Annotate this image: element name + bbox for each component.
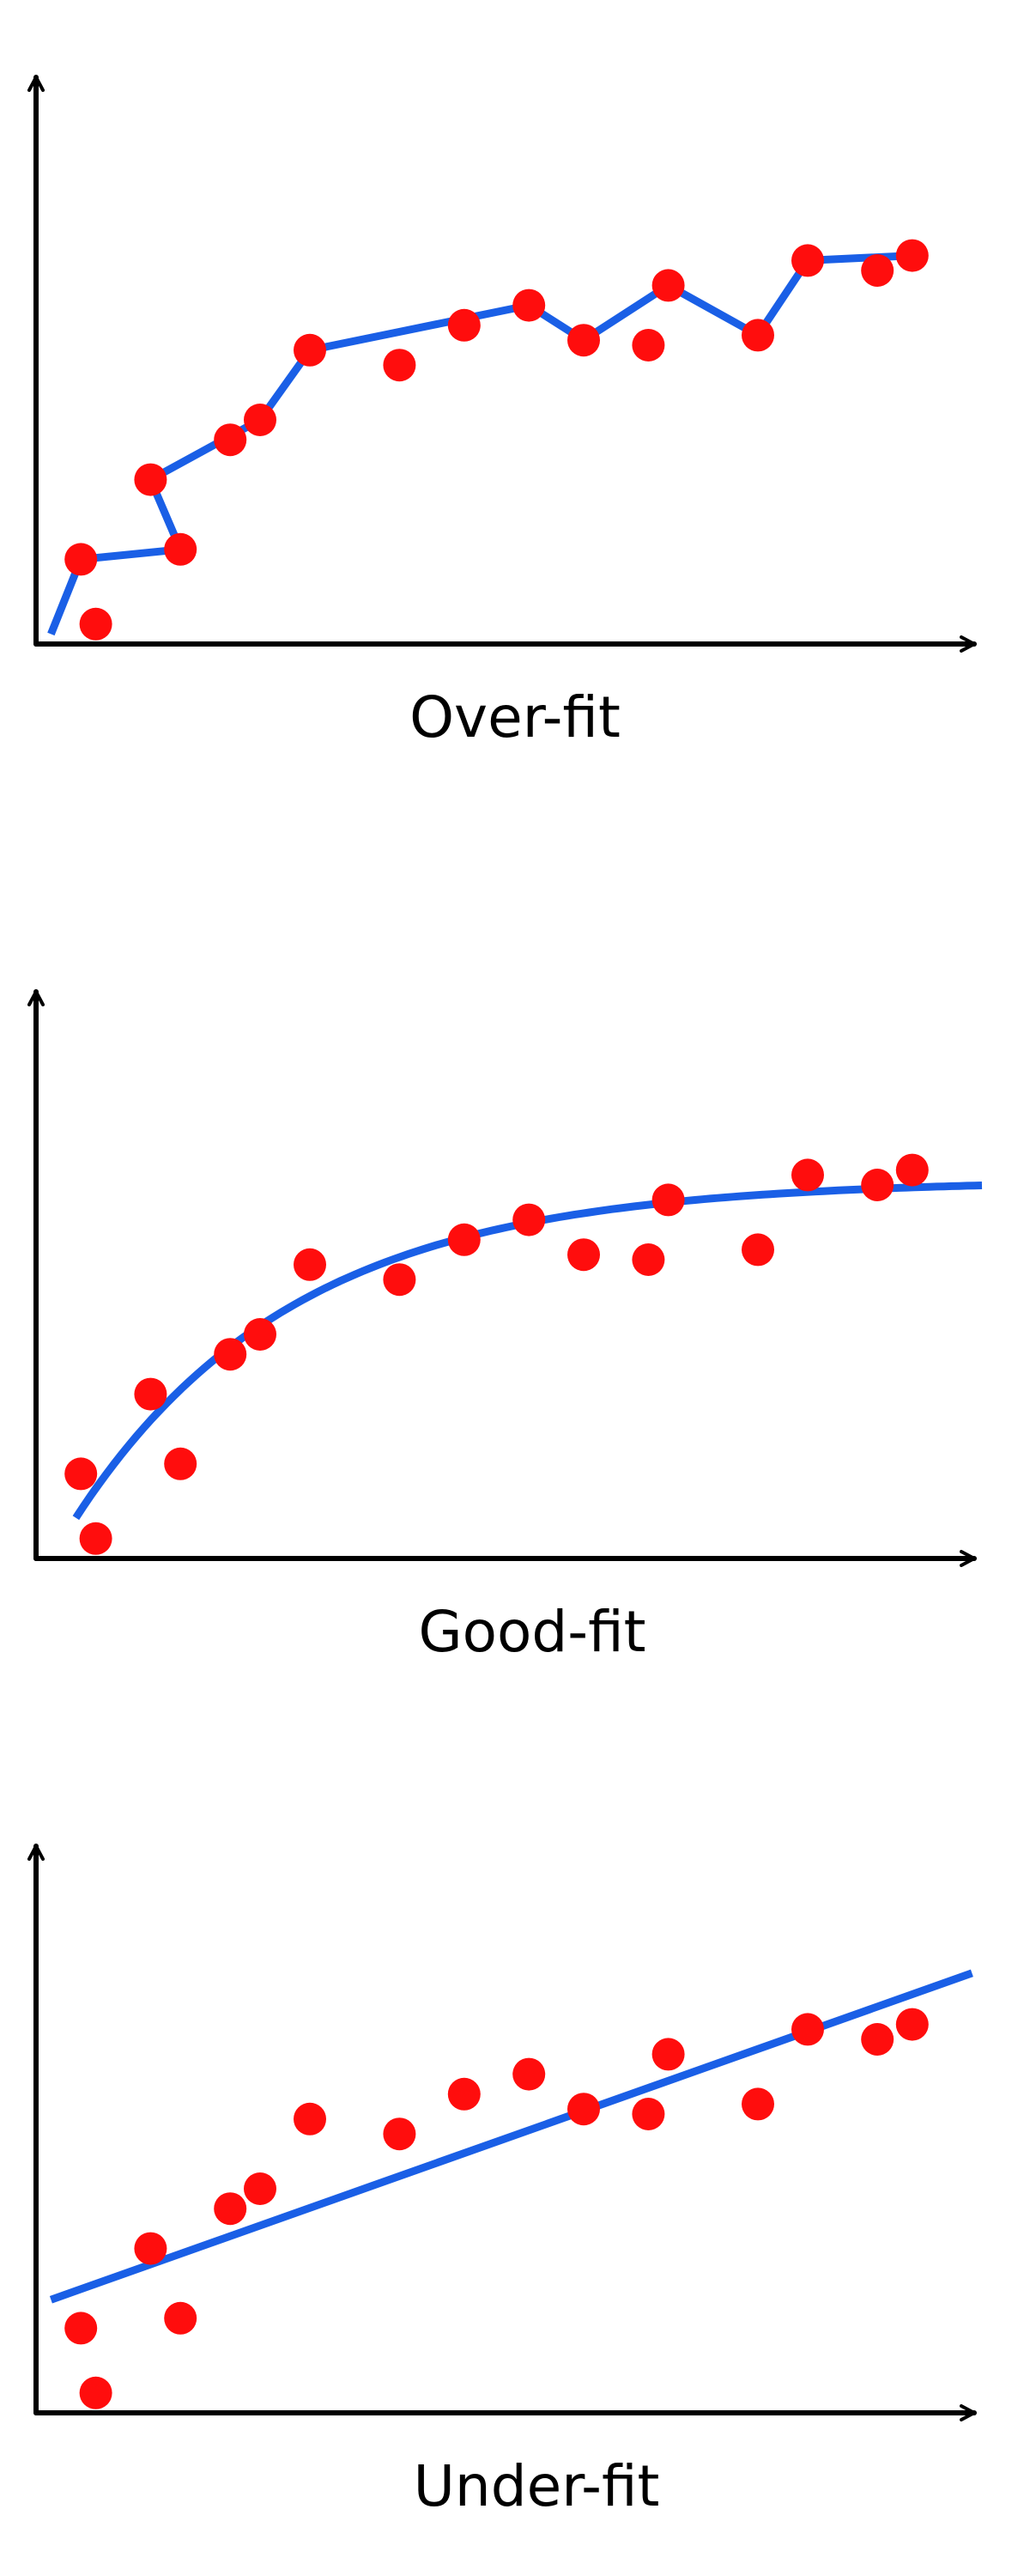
fit-line (47, 252, 913, 636)
data-point (383, 2117, 416, 2151)
data-point (861, 1169, 894, 1201)
data-point (447, 2077, 481, 2111)
data-point (447, 308, 481, 342)
data-point (895, 239, 929, 272)
data-point (134, 463, 167, 496)
data-point (742, 2087, 774, 2121)
data-point (447, 1223, 481, 1256)
data-point (134, 2232, 167, 2265)
data-point (742, 1233, 774, 1267)
data-point (632, 2098, 665, 2130)
panel-under-fit: Under-fit (27, 1844, 977, 2519)
data-point (567, 2093, 600, 2126)
data-point (79, 607, 112, 641)
data-point (214, 2192, 247, 2226)
data-point (383, 1263, 416, 1297)
data-point (64, 2312, 98, 2345)
data-point (164, 2301, 197, 2335)
panel-caption: Good-fit (418, 1599, 645, 1665)
data-point (895, 2008, 929, 2041)
data-point (79, 1522, 112, 1555)
data-point (651, 269, 685, 302)
data-point (294, 1248, 326, 1281)
data-point (791, 244, 824, 277)
data-point (134, 1377, 167, 1411)
data-point (64, 543, 98, 576)
data-point (214, 423, 247, 457)
data-point (512, 1203, 546, 1236)
plot-marks (49, 1969, 973, 2409)
data-point (294, 333, 326, 367)
data-point (861, 254, 894, 287)
panel-caption: Under-fit (414, 2453, 660, 2519)
data-point (651, 2038, 685, 2071)
panel-over-fit: Over-fit (27, 75, 977, 750)
data-point (383, 349, 416, 382)
data-point (294, 2102, 326, 2136)
data-point (79, 2376, 112, 2409)
panel-good-fit: Good-fit (27, 989, 983, 1665)
data-point (791, 1158, 824, 1192)
data-point (244, 404, 276, 436)
data-point (651, 1183, 685, 1217)
data-point (861, 2023, 894, 2056)
data-point (244, 2172, 276, 2205)
data-point (512, 289, 546, 322)
data-point (632, 1243, 665, 1276)
data-point (164, 532, 197, 566)
plot-marks (64, 1153, 983, 1555)
data-point (214, 1338, 247, 1371)
data-point (791, 2013, 824, 2046)
data-point (64, 1457, 98, 1491)
data-point (164, 1447, 197, 1480)
data-point (512, 2057, 546, 2091)
data-point (567, 324, 600, 357)
panel-caption: Over-fit (409, 684, 621, 750)
data-point (567, 1238, 600, 1272)
data-point (742, 319, 774, 352)
data-point (632, 329, 665, 361)
fit-line (49, 1969, 973, 2304)
plot-marks (47, 239, 929, 641)
data-point (244, 1318, 276, 1351)
data-point (895, 1153, 929, 1187)
